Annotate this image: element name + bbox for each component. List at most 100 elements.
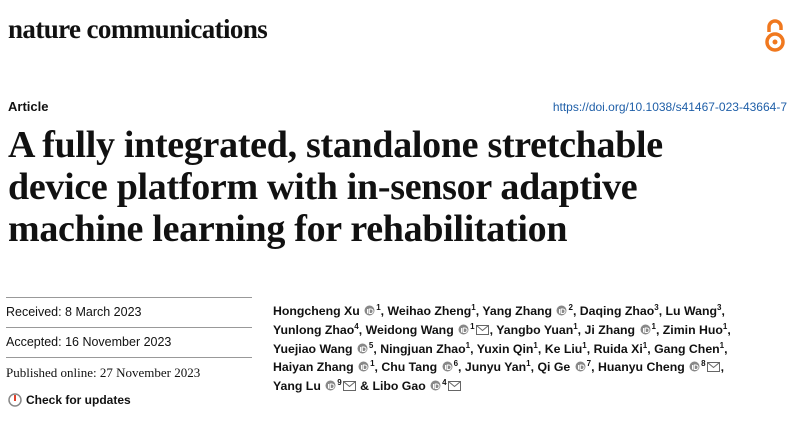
affiliation: 1: [722, 321, 728, 331]
email-icon[interactable]: [475, 324, 489, 335]
title: A fully integrated, standalone stretchab…: [8, 124, 663, 250]
author-name: Gang Chen: [654, 341, 720, 356]
separator: ,: [530, 360, 535, 375]
separator: ,: [591, 360, 595, 375]
published-date: Published online: 27 November 2023: [6, 357, 252, 387]
check-text[interactable]: Check for updates: [26, 393, 131, 407]
check-for-updates[interactable]: Check for updates: [8, 393, 131, 407]
orcid-icon: [442, 361, 453, 372]
affiliation: 4: [354, 321, 359, 331]
email-icon[interactable]: [447, 381, 461, 392]
separator: ,: [373, 341, 377, 356]
author-name: Lu Wang: [665, 304, 717, 318]
affiliation: 1: [370, 359, 375, 369]
affiliation: 2: [568, 302, 573, 312]
affiliation: 1: [719, 340, 725, 350]
author-line: Haiyan Zhang 1, Chu Tang 6, Junyu Yan1, …: [273, 358, 731, 377]
title-line: device platform with in-sensor adaptive: [8, 166, 638, 208]
orcid-icon: [640, 324, 650, 335]
separator: ,: [721, 304, 725, 318]
affiliation: 1: [526, 359, 531, 369]
journal-name: nature communications: [8, 14, 268, 44]
affiliation: 1: [471, 302, 476, 312]
author-name: Yang Zhang: [482, 304, 553, 318]
affiliation: 1: [582, 340, 587, 350]
received-date: Received: 8 March 2023: [6, 297, 252, 327]
title-line: machine learning for rehabilitation: [8, 208, 568, 250]
author-name: Weihao Zheng: [387, 304, 472, 318]
separator: ,: [647, 341, 651, 356]
author-name: Ningjuan Zhao: [380, 341, 466, 356]
affiliation: 1: [465, 340, 471, 350]
affiliation: 3: [654, 302, 659, 312]
email-icon[interactable]: [342, 381, 356, 392]
separator: ,: [586, 341, 591, 356]
author-name: Yuejiao Wang: [273, 341, 353, 356]
affiliation: 8: [701, 359, 706, 369]
author-name: Chu Tang: [381, 360, 438, 375]
separator: ,: [358, 322, 363, 337]
author-name: Ruida Xi: [593, 341, 643, 356]
affiliation: 1: [470, 321, 475, 331]
separator: ,: [374, 360, 378, 375]
open-access-icon: [765, 19, 785, 52]
author-name: Zimin Huo: [662, 322, 723, 337]
author-line: Yuejiao Wang 5, Ningjuan Zhao1, Yuxin Qi…: [273, 340, 731, 359]
affiliation: 1: [642, 340, 648, 350]
affiliation: 6: [453, 359, 459, 369]
affiliation: 4: [442, 378, 447, 388]
affiliation: 1: [573, 321, 578, 331]
doi-link[interactable]: https://doi.org/10.1038/s41467-023-43664…: [552, 100, 787, 114]
author-name: Daqing Zhao: [579, 304, 655, 318]
orcid-icon: [689, 361, 700, 372]
check-icon: [8, 393, 22, 407]
author-name: Yangbo Yuan: [496, 322, 574, 337]
author-name: Haiyan Zhang: [273, 360, 354, 375]
separator: ,: [537, 341, 542, 356]
author-name: Yang Lu: [273, 379, 321, 394]
separator: ,: [489, 322, 494, 337]
separator: ,: [380, 304, 385, 318]
author-name: Ke Liu: [544, 341, 583, 356]
orcid-icon: [357, 343, 368, 354]
separator: ,: [458, 360, 462, 375]
affiliation: 3: [717, 302, 722, 312]
affiliation: 7: [586, 359, 592, 369]
separator: ,: [720, 360, 725, 375]
separator: ,: [658, 304, 663, 318]
author-name: Qi Ge: [537, 360, 571, 375]
separator: ,: [727, 322, 731, 337]
affiliation: 1: [651, 321, 656, 331]
author-name: Libo Gao: [372, 379, 426, 394]
affiliation: 1: [533, 340, 538, 350]
author-name: Ji Zhang: [584, 322, 636, 337]
orcid-icon: [575, 361, 586, 372]
separator: ,: [475, 304, 480, 318]
author-line: Hongcheng Xu 1, Weihao Zheng1, Yang Zhan…: [273, 302, 731, 321]
article-type: Article: [8, 99, 49, 114]
author-line: Yang Lu 9 & Libo Gao 4: [273, 377, 731, 396]
separator: ,: [572, 304, 577, 318]
email-icon[interactable]: [706, 362, 720, 373]
dates: Received: 8 March 2023 Accepted: 16 Nove…: [6, 297, 252, 387]
orcid-icon: [556, 305, 567, 316]
orcid-icon: [458, 324, 469, 335]
author-name: Hongcheng Xu: [273, 304, 360, 318]
author-name: Weidong Wang: [365, 322, 454, 337]
affiliation: 9: [337, 378, 342, 388]
orcid-icon: [325, 380, 336, 391]
author-line: Yunlong Zhao4, Weidong Wang 1, Yangbo Yu…: [273, 321, 731, 340]
accepted-date: Accepted: 16 November 2023: [6, 327, 252, 357]
affiliation: 5: [368, 340, 374, 350]
orcid-icon: [364, 305, 375, 316]
separator: ,: [724, 341, 728, 356]
separator: ,: [655, 322, 660, 337]
author-name: Yunlong Zhao: [273, 322, 355, 337]
author-name: Junyu Yan: [464, 360, 527, 375]
author-name: Yuxin Qin: [476, 341, 534, 356]
connector: &: [360, 379, 370, 394]
author-name: Huanyu Cheng: [597, 360, 685, 375]
author-list: Hongcheng Xu 1, Weihao Zheng1, Yang Zhan…: [273, 302, 731, 396]
title-line: A fully integrated, standalone stretchab…: [8, 124, 663, 166]
